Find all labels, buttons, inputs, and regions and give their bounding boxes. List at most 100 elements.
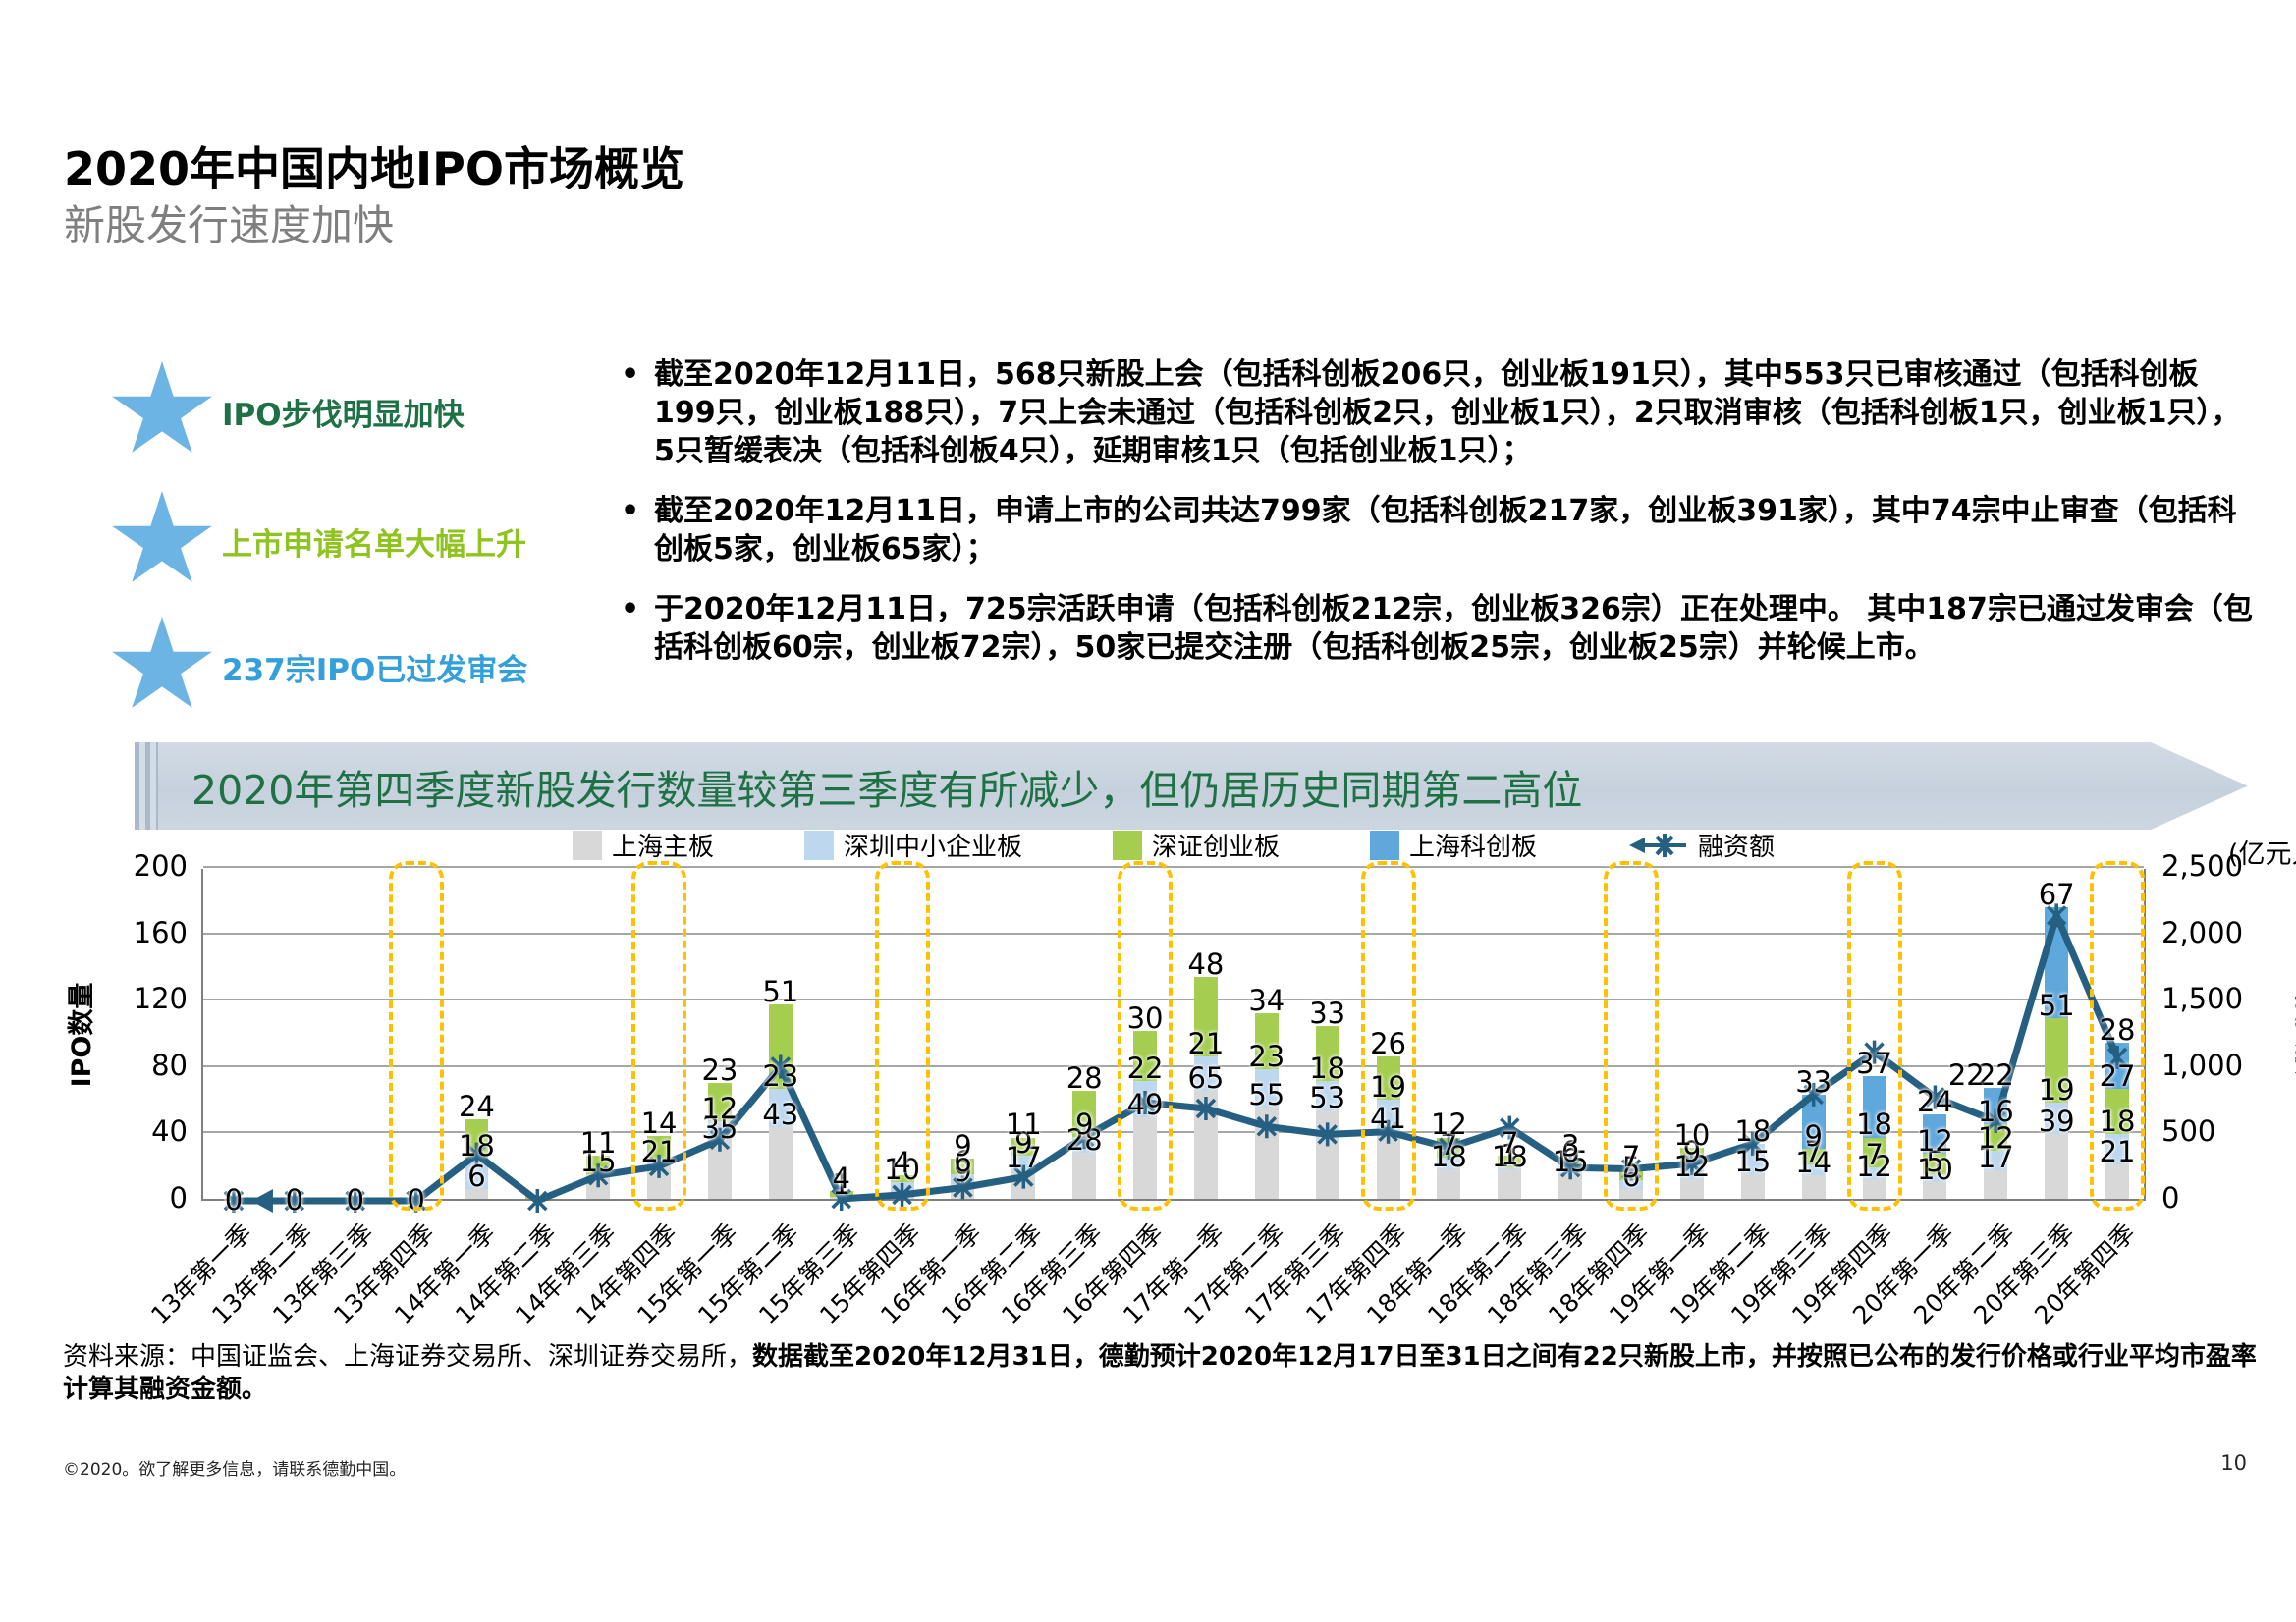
highlight-item-237-approved: 237宗IPO已过发审会 xyxy=(110,617,527,717)
bar-segment xyxy=(1923,1173,1947,1183)
bar-label: 30 xyxy=(1126,1001,1164,1036)
bar-label: 37 xyxy=(1856,1046,1893,1080)
bar-label: 6 xyxy=(467,1159,486,1193)
source-regular: 资料来源：中国证监会、上海证券交易所、深圳证券交易所， xyxy=(63,1342,753,1372)
bar-label: 7 xyxy=(1804,1134,1823,1168)
bar-segment xyxy=(1923,1182,1947,1199)
line-marker xyxy=(831,1186,851,1211)
bar-label: 18 xyxy=(1734,1114,1772,1149)
line-marker xyxy=(892,1182,912,1207)
bar-label: 10 xyxy=(1673,1117,1711,1152)
bar-label: 5 xyxy=(1621,1151,1641,1185)
bar-label: 17 xyxy=(1005,1141,1042,1175)
gridline xyxy=(203,999,2144,1001)
line-marker xyxy=(1439,1135,1459,1160)
category-slot: 0 13年第一季 xyxy=(145,869,264,1329)
y-right-tick-label: 0 xyxy=(2161,1181,2180,1215)
line-marker xyxy=(284,1189,305,1213)
bar-label: 18 xyxy=(1309,1052,1346,1086)
bar-label: 53 xyxy=(1309,1081,1346,1115)
y-left-tick-label: 80 xyxy=(151,1048,188,1082)
bar-label: 16 xyxy=(1977,1094,2014,1128)
star-icon xyxy=(112,491,212,582)
line-marker xyxy=(527,1189,548,1213)
bar-label: 21 xyxy=(640,1134,678,1168)
category-slot: 10 4 15年第四季 xyxy=(814,861,933,1329)
gridline xyxy=(203,1131,2144,1134)
category-slot: 0 13年第二季 xyxy=(206,869,325,1329)
bar-segment xyxy=(1801,1175,1826,1199)
line-marker xyxy=(1681,1152,1703,1176)
line-marker xyxy=(1925,1085,1945,1109)
bar-segment xyxy=(768,1089,793,1128)
bullet-dot: • xyxy=(621,357,640,392)
bar-label: 51 xyxy=(762,975,799,1009)
line-marker xyxy=(1256,1114,1278,1139)
bar-segment xyxy=(2105,1089,2130,1135)
bar-label: 15 xyxy=(579,1144,617,1178)
line-marker xyxy=(1620,1157,1642,1181)
category-slot: 21 14 14年第四季 xyxy=(571,861,689,1329)
bar-segment xyxy=(951,1159,975,1174)
bar-label: 9 xyxy=(1804,1119,1823,1154)
legend-swatch xyxy=(803,830,834,860)
bar-segment xyxy=(1619,1188,1644,1199)
bar-segment xyxy=(2045,1102,2069,1135)
banner-arrow: 2020年第四季度新股发行数量较第三季度有所减少，但仍居历史同期第二高位 xyxy=(135,742,2248,830)
bar-segment xyxy=(1801,1149,1826,1164)
bar-segment xyxy=(1498,1166,1522,1169)
category-slot: 35 12 23 15年第一季 xyxy=(631,869,750,1330)
bar-label: 12 xyxy=(1856,1149,1893,1183)
bar-label: 55 xyxy=(1248,1078,1285,1112)
line-marker xyxy=(1986,1108,2006,1133)
bar-label: 28 xyxy=(1066,1061,1103,1096)
page-title: 2020年中国内地IPO市场概览 xyxy=(64,142,684,195)
bar-segment xyxy=(1133,1117,1158,1199)
category-slot: 12 9 10 19年第一季 xyxy=(1604,869,1722,1330)
bar-label: 23 xyxy=(1248,1040,1285,1074)
bar-label: 67 xyxy=(2038,877,2075,911)
bar-label: 48 xyxy=(1187,946,1225,981)
bar-label: 12 xyxy=(1916,1124,1953,1159)
financing-line xyxy=(223,903,2128,1213)
bar-label: 9 xyxy=(1014,1126,1033,1161)
bar-label: 33 xyxy=(1309,997,1346,1031)
bar-label: 24 xyxy=(1916,1084,1953,1118)
bar-segment xyxy=(1072,1152,1097,1199)
line-marker xyxy=(345,1189,365,1213)
gridline xyxy=(203,1064,2144,1067)
bar-label: 0 xyxy=(285,1183,304,1216)
bar-label: 15 xyxy=(1552,1144,1589,1178)
category-slot: 21 18 27 28 20年第四季 xyxy=(2029,861,2148,1329)
bar-label: 14 xyxy=(640,1106,678,1140)
legend-item: 上海主板 xyxy=(572,827,714,863)
bar-label: 18 xyxy=(1430,1139,1467,1173)
stacked-bar xyxy=(1862,1075,1886,1199)
bar-label: 6 xyxy=(1560,1134,1580,1168)
bar-segment xyxy=(1498,1168,1522,1199)
legend-swatch xyxy=(572,830,602,860)
bar-label: 18 xyxy=(1856,1108,1893,1142)
source-bold: 数据截至2020年12月31日，德勤预计2020年12月17日至31日之间有22… xyxy=(63,1342,2257,1404)
highlight-label: 237宗IPO已过发审会 xyxy=(222,652,528,688)
category-slot: 15 11 14年第三季 xyxy=(511,869,629,1329)
banner-stripes xyxy=(135,742,158,830)
category-slot: 1 4 15年第三季 xyxy=(753,869,872,1330)
star-icon xyxy=(112,361,212,453)
bar-label: 39 xyxy=(2038,1105,2075,1139)
legend-label: 融资额 xyxy=(1698,833,1776,862)
bar-segment xyxy=(1984,1151,2008,1171)
category-slot: 6 18 24 14年第一季 xyxy=(389,869,508,1329)
category-slot: 0 13年第四季 xyxy=(328,861,447,1329)
category-slot: 18 7 12 18年第一季 xyxy=(1361,869,1480,1329)
bar-label: 11 xyxy=(1005,1108,1042,1142)
bar-label: 0 xyxy=(346,1183,364,1216)
y-left-tick-label: 200 xyxy=(133,849,188,883)
bullet-text: 截至2020年12月11日，568只新股上会（包括科创板206只，创业板191只… xyxy=(654,357,2241,468)
bar-label: 22 xyxy=(1977,1057,2014,1092)
bar-label: 9 xyxy=(954,1154,972,1188)
bar-segment xyxy=(2105,1134,2130,1164)
bar-label: 7 xyxy=(1440,1127,1458,1162)
bar-segment xyxy=(1133,1031,1158,1082)
